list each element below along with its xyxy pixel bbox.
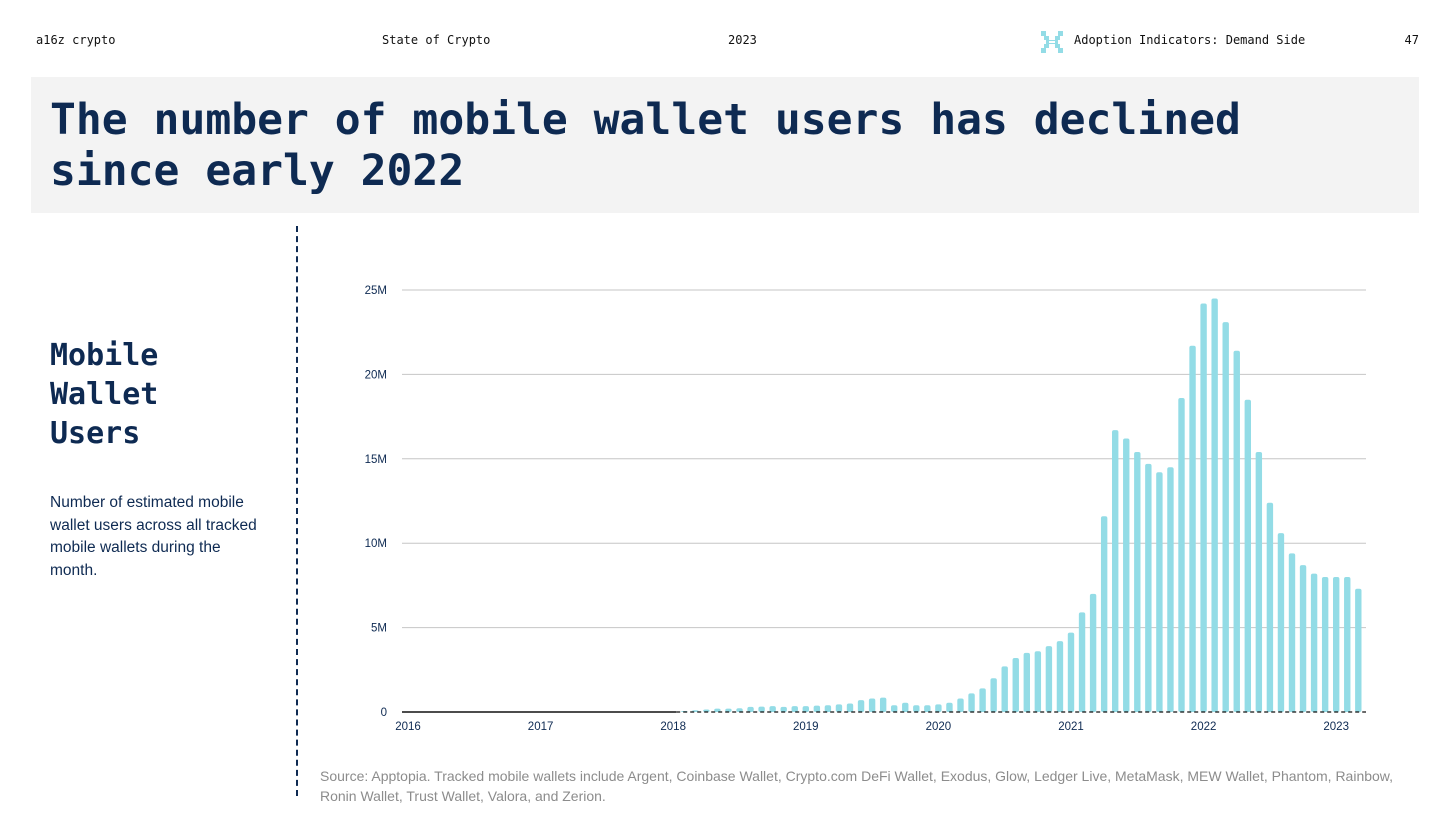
- bar: [891, 705, 898, 712]
- brand-label: a16z crypto: [36, 33, 116, 47]
- y-tick-label: 5M: [371, 623, 387, 635]
- y-tick-label: 15M: [365, 454, 387, 466]
- bar: [769, 706, 776, 712]
- bar: [813, 705, 821, 712]
- bar: [1123, 438, 1130, 712]
- bar: [1112, 430, 1119, 712]
- bar: [846, 703, 854, 712]
- bar: [1023, 652, 1030, 712]
- bar: [1078, 612, 1086, 712]
- section-label: Adoption Indicators: Demand Side: [1074, 33, 1306, 47]
- y-tick-label: 25M: [365, 285, 387, 297]
- bar: [1200, 303, 1207, 712]
- chart-description: Number of estimated mobile wallet users …: [50, 494, 257, 579]
- bar: [1333, 576, 1340, 712]
- bar: [968, 693, 975, 712]
- bar: [703, 709, 710, 712]
- title-band: The number of mobile wallet users has de…: [31, 77, 1419, 213]
- bar: [780, 706, 787, 712]
- bar: [1012, 657, 1019, 712]
- bar: [725, 708, 732, 712]
- bar: [736, 708, 743, 712]
- bar: [1321, 576, 1329, 712]
- bar: [1266, 502, 1274, 712]
- x-tick-label: 2021: [1058, 721, 1084, 733]
- bar: [946, 702, 953, 712]
- bar: [714, 708, 721, 712]
- bar: [935, 704, 942, 712]
- bar: [1189, 345, 1196, 712]
- bar: [1001, 666, 1008, 712]
- bar: [835, 704, 843, 712]
- header-bar: a16z crypto State of Crypto 2023 Adoptio…: [0, 31, 1456, 53]
- bar: [1045, 646, 1053, 712]
- bar: [1089, 593, 1097, 712]
- bar: [1145, 463, 1152, 712]
- x-tick-label: 2016: [395, 721, 421, 733]
- bar: [1244, 399, 1251, 712]
- x-tick-label: 2020: [926, 721, 952, 733]
- bar-chart: 0 5M 10M 15M 20M 25M 2016 2017 2018 2019 2020 2021 2…: [365, 285, 1366, 733]
- x-tick-label: 2019: [793, 721, 819, 733]
- bar: [1310, 573, 1318, 712]
- bar: [758, 706, 765, 712]
- y-tick-label: 10M: [365, 538, 387, 550]
- x-tick-label: 2017: [528, 721, 554, 733]
- bar: [1255, 452, 1263, 712]
- bar: [1355, 588, 1362, 712]
- y-tick-label: 0: [381, 707, 387, 719]
- bar: [913, 705, 920, 712]
- bar: [868, 698, 876, 712]
- x-tick-label: 2018: [660, 721, 686, 733]
- bar: [1277, 533, 1285, 712]
- deck-title: State of Crypto: [382, 33, 491, 47]
- bar: [1156, 472, 1163, 712]
- bar: [1167, 467, 1174, 712]
- bar: [979, 688, 986, 712]
- bar: [1233, 350, 1240, 712]
- bar: [1034, 651, 1042, 712]
- bar: [747, 706, 754, 712]
- bar: [957, 698, 964, 712]
- dashed-divider: [296, 226, 298, 796]
- pixel-logo-icon: [1041, 31, 1063, 53]
- x-tick-label: 2023: [1323, 721, 1349, 733]
- bar: [1299, 565, 1307, 712]
- bar: [1211, 298, 1218, 712]
- bar: [924, 705, 931, 712]
- bar: [1134, 452, 1141, 712]
- bar: [1178, 398, 1185, 712]
- source-note: Source: Apptopia. Tracked mobile wallets…: [320, 768, 1394, 804]
- bar: [1288, 553, 1296, 712]
- bar: [990, 678, 997, 712]
- y-tick-label: 20M: [365, 369, 387, 381]
- bar: [1056, 641, 1064, 712]
- chart-heading: Mobile Wallet Users: [50, 338, 159, 451]
- bar: [902, 702, 909, 712]
- bar: [1222, 322, 1229, 712]
- bar: [1067, 632, 1075, 712]
- bar: [1344, 576, 1351, 712]
- bar: [857, 700, 865, 712]
- bar: [802, 706, 809, 712]
- bar: [824, 705, 832, 712]
- bar: [879, 697, 887, 712]
- deck-year: 2023: [728, 33, 757, 47]
- page-number: 47: [1404, 33, 1419, 47]
- x-tick-label: 2022: [1191, 721, 1217, 733]
- bar: [1100, 516, 1108, 712]
- bar: [791, 706, 798, 712]
- page-title: The number of mobile wallet users has de…: [50, 95, 1241, 196]
